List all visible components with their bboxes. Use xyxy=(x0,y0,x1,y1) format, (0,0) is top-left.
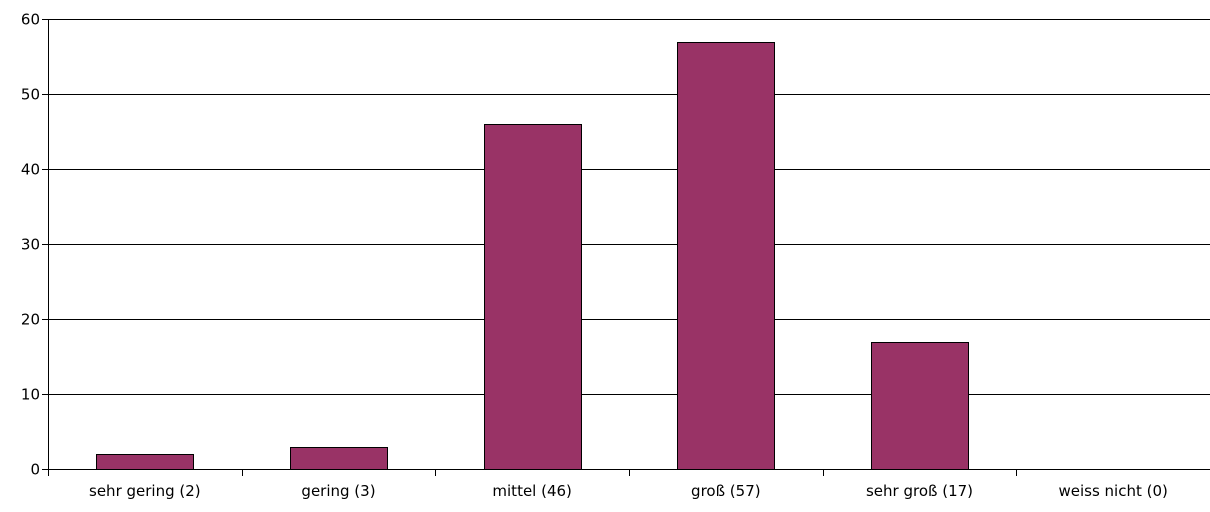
x-category-label-0: sehr gering (2) xyxy=(89,482,201,500)
bar-0 xyxy=(96,454,194,470)
bar-4 xyxy=(871,342,969,470)
y-tick-label-10: 10 xyxy=(21,386,40,404)
y-tick-labels: 0 10 20 30 40 50 60 xyxy=(21,11,40,479)
y-tick-label-0: 0 xyxy=(30,461,40,479)
x-category-label-2: mittel (46) xyxy=(492,482,572,500)
bars xyxy=(96,42,969,470)
y-tick-label-50: 50 xyxy=(21,86,40,104)
axes xyxy=(42,19,1210,476)
x-category-label-3: groß (57) xyxy=(691,482,761,500)
y-tick-label-20: 20 xyxy=(21,311,40,329)
bar-2 xyxy=(484,124,582,470)
bar-1 xyxy=(290,447,388,470)
bar-3 xyxy=(677,42,775,470)
gridlines xyxy=(48,19,1210,470)
x-category-label-1: gering (3) xyxy=(301,482,375,500)
x-category-label-4: sehr groß (17) xyxy=(866,482,973,500)
x-category-label-5: weiss nicht (0) xyxy=(1058,482,1167,500)
y-tick-label-60: 60 xyxy=(21,11,40,29)
x-category-labels: sehr gering (2) gering (3) mittel (46) groß… xyxy=(89,482,1168,500)
y-tick-label-40: 40 xyxy=(21,161,40,179)
y-tick-label-30: 30 xyxy=(21,236,40,254)
